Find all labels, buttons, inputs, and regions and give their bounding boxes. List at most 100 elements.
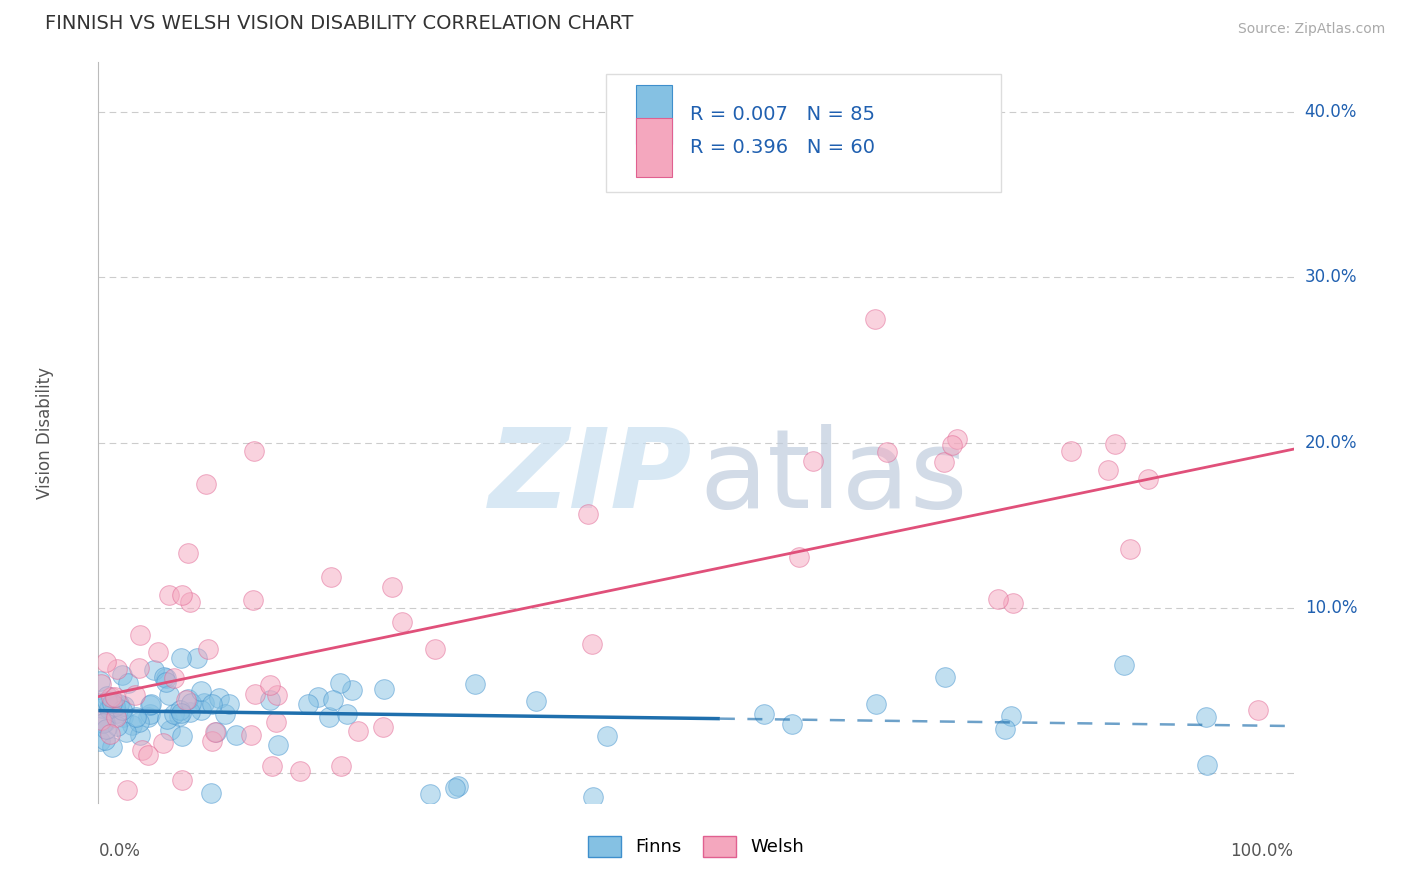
Point [112, 698, 135, 713]
Point [152, 736, 174, 750]
Point [156, 712, 179, 726]
Point [96, 690, 118, 704]
Point [105, 718, 128, 732]
Point [347, 724, 370, 739]
Point [239, 728, 262, 742]
Point [259, 693, 281, 707]
Point [1097, 463, 1119, 477]
Point [391, 615, 413, 630]
Point [169, 703, 191, 717]
Point [100, 740, 122, 755]
Point [444, 781, 467, 796]
Point [336, 706, 359, 721]
Point [167, 709, 190, 723]
Point [1197, 758, 1219, 772]
Point [115, 782, 138, 797]
Point [243, 443, 266, 458]
Point [100, 690, 122, 704]
Point [105, 706, 128, 721]
Point [89, 673, 111, 688]
Point [371, 720, 394, 734]
Point [201, 734, 224, 748]
Point [218, 697, 240, 711]
Point [157, 688, 180, 702]
Point [155, 671, 177, 685]
Point [128, 714, 150, 729]
Point [163, 707, 186, 722]
Point [596, 729, 619, 743]
Point [101, 696, 124, 710]
Point [464, 677, 486, 691]
Point [90, 713, 112, 727]
Point [946, 432, 969, 446]
Point [197, 642, 219, 657]
Point [329, 676, 352, 690]
Point [524, 694, 547, 708]
Point [201, 697, 224, 711]
Text: 40.0%: 40.0% [1305, 103, 1357, 121]
Text: 100.0%: 100.0% [1230, 842, 1294, 860]
Point [865, 311, 887, 326]
Point [319, 570, 342, 584]
Text: Source: ZipAtlas.com: Source: ZipAtlas.com [1237, 22, 1385, 37]
Point [170, 706, 193, 720]
Point [423, 641, 446, 656]
Point [193, 697, 215, 711]
Point [307, 690, 329, 704]
Point [172, 588, 194, 602]
Text: ZIP: ZIP [489, 424, 692, 531]
Point [98, 727, 121, 741]
Point [225, 729, 247, 743]
Point [754, 707, 776, 722]
Point [1104, 436, 1126, 450]
Point [112, 709, 135, 723]
Point [96, 694, 118, 708]
Point [322, 692, 344, 706]
Text: R = 0.396   N = 60: R = 0.396 N = 60 [690, 138, 875, 157]
Point [994, 723, 1017, 737]
Point [259, 678, 281, 692]
Point [419, 788, 441, 802]
Point [987, 592, 1010, 607]
Point [170, 729, 193, 743]
Legend: Finns, Welsh: Finns, Welsh [581, 829, 811, 864]
Point [94, 715, 117, 730]
Point [243, 687, 266, 701]
Point [111, 668, 134, 682]
Point [190, 683, 212, 698]
Point [146, 644, 169, 658]
Point [159, 723, 181, 737]
Point [163, 671, 186, 685]
Text: 0.0%: 0.0% [98, 842, 141, 860]
Text: Vision Disability: Vision Disability [35, 367, 53, 499]
Point [104, 690, 127, 704]
Point [262, 759, 284, 773]
Point [89, 734, 111, 748]
Point [117, 676, 139, 690]
Point [186, 651, 208, 665]
Bar [637, 118, 672, 178]
Point [128, 627, 150, 641]
Point [288, 764, 311, 778]
Point [125, 710, 148, 724]
Point [129, 728, 152, 742]
Point [179, 706, 201, 720]
Point [380, 580, 402, 594]
Point [214, 707, 236, 722]
Point [143, 663, 166, 677]
Point [207, 690, 229, 705]
Point [318, 709, 340, 723]
Point [136, 748, 159, 763]
Point [264, 714, 287, 729]
Point [932, 455, 955, 469]
Point [94, 655, 117, 669]
Point [190, 703, 212, 717]
Point [1136, 472, 1159, 486]
Point [934, 670, 956, 684]
Point [131, 743, 153, 757]
Point [139, 698, 162, 712]
Point [266, 739, 288, 753]
Point [787, 550, 810, 565]
Point [1000, 709, 1022, 723]
Point [98, 700, 121, 714]
